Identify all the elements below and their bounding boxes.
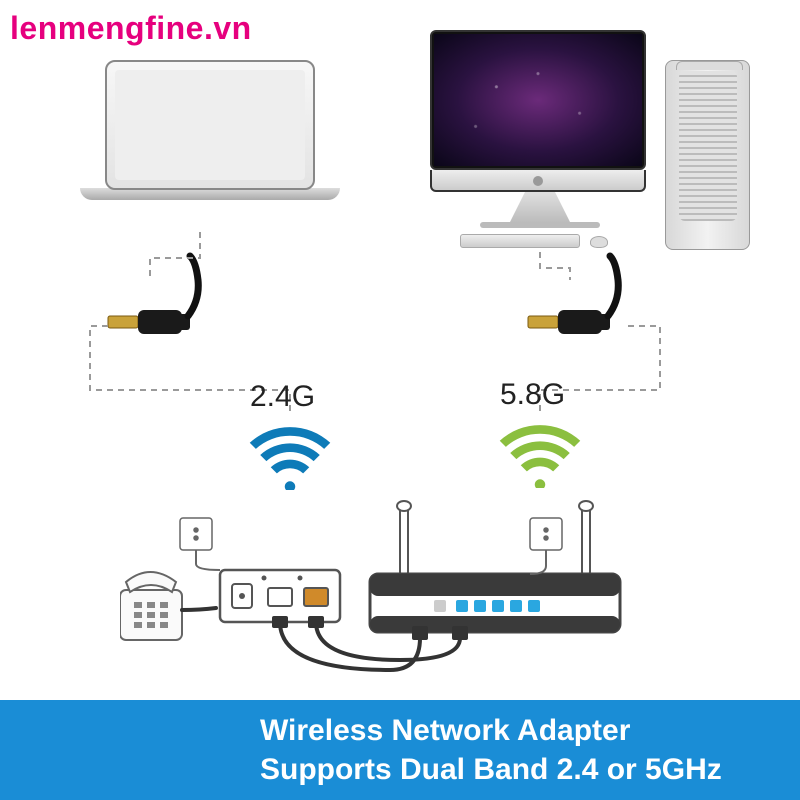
- imac-device: [430, 30, 650, 228]
- wifi-adapter-left: [100, 250, 210, 340]
- router-icon: [370, 501, 620, 632]
- pc-tower: [665, 60, 750, 250]
- phone-icon: [120, 572, 182, 640]
- laptop-device: [80, 60, 340, 230]
- band-label-24g: 2.4G: [250, 380, 315, 414]
- watermark-text: lenmengfine.vn: [10, 10, 252, 47]
- banner-line-1: Wireless Network Adapter: [260, 711, 800, 750]
- caption-banner: Wireless Network Adapter Supports Dual B…: [0, 700, 800, 800]
- wifi-icon-24g: [245, 420, 335, 490]
- desktop-group: [430, 30, 760, 250]
- router-setup: [120, 500, 700, 700]
- banner-line-2: Supports Dual Band 2.4 or 5GHz: [260, 750, 800, 789]
- wifi-adapter-right: [520, 250, 630, 340]
- wifi-icon-58g: [495, 418, 585, 488]
- mouse: [590, 236, 608, 248]
- modem-icon: [220, 570, 340, 622]
- diagram-canvas: lenmengfine.vn: [0, 0, 800, 800]
- band-label-58g: 5.8G: [500, 378, 565, 412]
- keyboard: [460, 234, 580, 248]
